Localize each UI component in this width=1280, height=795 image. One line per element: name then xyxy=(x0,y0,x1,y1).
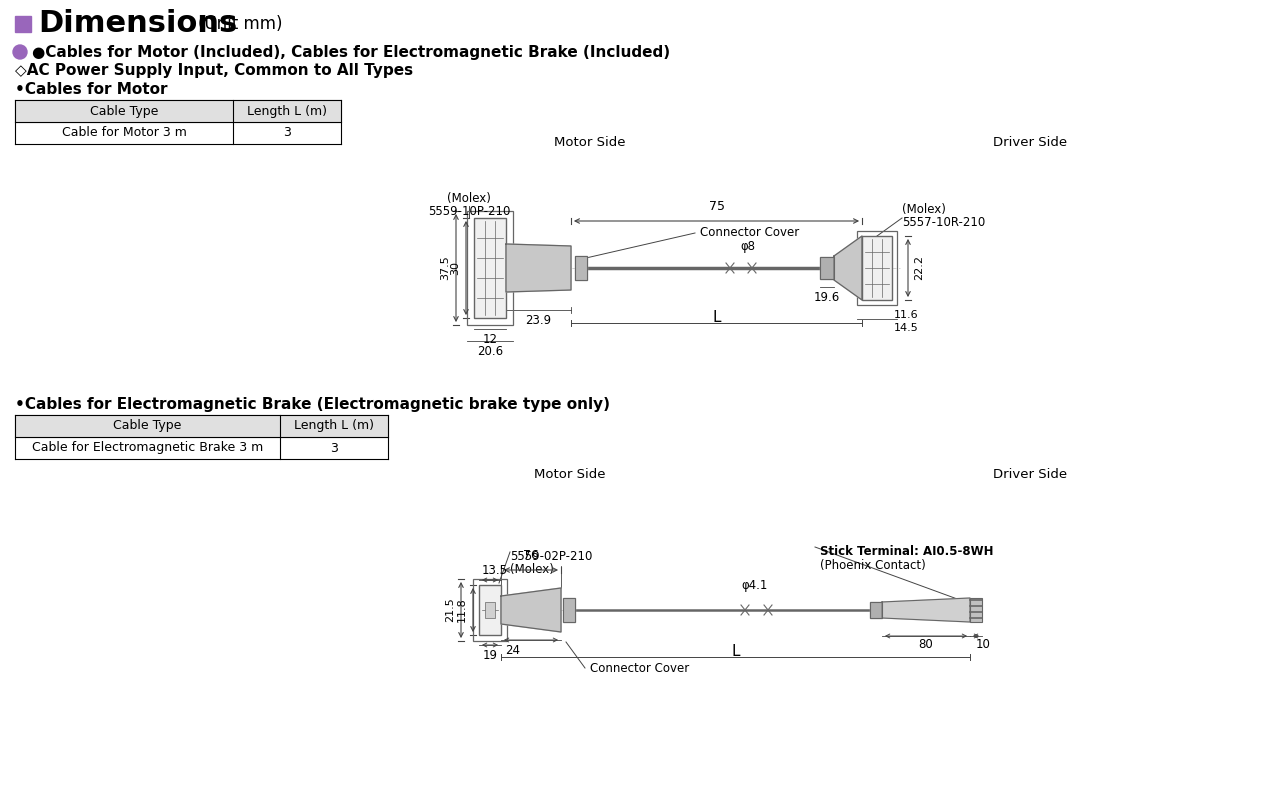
Text: 76: 76 xyxy=(524,549,539,562)
Bar xyxy=(563,598,575,622)
Bar xyxy=(15,16,31,32)
Text: 24: 24 xyxy=(506,644,521,657)
Bar xyxy=(575,256,588,280)
Text: L: L xyxy=(731,645,740,660)
Text: Dimensions: Dimensions xyxy=(38,10,237,38)
Bar xyxy=(820,257,835,279)
Circle shape xyxy=(13,45,27,59)
Text: 20.6: 20.6 xyxy=(477,345,503,358)
Text: 3: 3 xyxy=(330,441,338,455)
Text: Connector Cover: Connector Cover xyxy=(700,227,799,239)
Text: Stick Terminal: AI0.5-8WH: Stick Terminal: AI0.5-8WH xyxy=(820,545,993,558)
Text: 37.5: 37.5 xyxy=(440,256,451,281)
Bar xyxy=(474,579,507,641)
Text: (Phoenix Contact): (Phoenix Contact) xyxy=(820,559,925,572)
Bar xyxy=(474,218,506,318)
Text: 5559-02P-210: 5559-02P-210 xyxy=(509,550,593,563)
Text: Cable for Motor 3 m: Cable for Motor 3 m xyxy=(61,126,187,139)
Polygon shape xyxy=(506,244,571,292)
Text: 5559-10P-210: 5559-10P-210 xyxy=(428,205,511,218)
Bar xyxy=(820,257,835,279)
Text: Connector Cover: Connector Cover xyxy=(590,661,689,674)
Text: 11.8: 11.8 xyxy=(457,598,467,622)
Text: ◇AC Power Supply Input, Common to All Types: ◇AC Power Supply Input, Common to All Ty… xyxy=(15,64,413,79)
Text: L: L xyxy=(712,311,721,325)
Text: Driver Side: Driver Side xyxy=(993,135,1068,149)
Bar xyxy=(485,602,495,618)
Text: 30: 30 xyxy=(451,261,460,275)
Text: φ8: φ8 xyxy=(741,240,755,253)
Text: Cable Type: Cable Type xyxy=(90,104,159,118)
Text: 10: 10 xyxy=(977,638,991,651)
Text: φ4.1: φ4.1 xyxy=(742,579,768,592)
Text: 12: 12 xyxy=(483,333,498,346)
Bar xyxy=(479,585,500,635)
Text: 21.5: 21.5 xyxy=(445,598,454,622)
Text: •Cables for Motor: •Cables for Motor xyxy=(15,83,168,98)
Bar xyxy=(970,598,982,622)
Text: 5557-10R-210: 5557-10R-210 xyxy=(902,216,986,229)
Text: Motor Side: Motor Side xyxy=(534,467,605,480)
Bar xyxy=(563,598,575,622)
Text: 75: 75 xyxy=(709,200,724,213)
Text: (Unit mm): (Unit mm) xyxy=(198,15,283,33)
Text: •Cables for Electromagnetic Brake (Electromagnetic brake type only): •Cables for Electromagnetic Brake (Elect… xyxy=(15,398,611,413)
Polygon shape xyxy=(500,588,561,632)
Bar xyxy=(870,602,882,618)
Text: 19.6: 19.6 xyxy=(814,291,840,304)
Polygon shape xyxy=(835,236,861,300)
Polygon shape xyxy=(882,598,970,622)
Bar xyxy=(575,256,588,280)
Bar xyxy=(15,415,388,437)
Text: ●Cables for Motor (Included), Cables for Electromagnetic Brake (Included): ●Cables for Motor (Included), Cables for… xyxy=(32,45,671,60)
Text: 80: 80 xyxy=(919,638,933,651)
Text: Length L (m): Length L (m) xyxy=(294,420,374,432)
Bar xyxy=(861,236,892,300)
Bar xyxy=(870,602,882,618)
Bar xyxy=(15,100,340,122)
Text: (Molex): (Molex) xyxy=(509,563,554,576)
Bar xyxy=(467,211,513,325)
Text: (Molex): (Molex) xyxy=(902,203,946,216)
Text: 23.9: 23.9 xyxy=(525,314,552,327)
Bar xyxy=(858,231,897,305)
Text: 13.5: 13.5 xyxy=(483,564,508,577)
Text: Motor Side: Motor Side xyxy=(554,135,626,149)
Text: 11.6: 11.6 xyxy=(893,310,919,320)
Text: 24.3: 24.3 xyxy=(484,256,494,280)
Text: 19: 19 xyxy=(483,649,498,662)
Text: 3: 3 xyxy=(283,126,291,139)
Text: Length L (m): Length L (m) xyxy=(247,104,326,118)
Text: 22.2: 22.2 xyxy=(914,255,924,281)
Text: (Molex): (Molex) xyxy=(447,192,492,205)
Text: Cable for Electromagnetic Brake 3 m: Cable for Electromagnetic Brake 3 m xyxy=(32,441,264,455)
Text: Driver Side: Driver Side xyxy=(993,467,1068,480)
Text: Cable Type: Cable Type xyxy=(114,420,182,432)
Text: 14.5: 14.5 xyxy=(893,323,919,333)
